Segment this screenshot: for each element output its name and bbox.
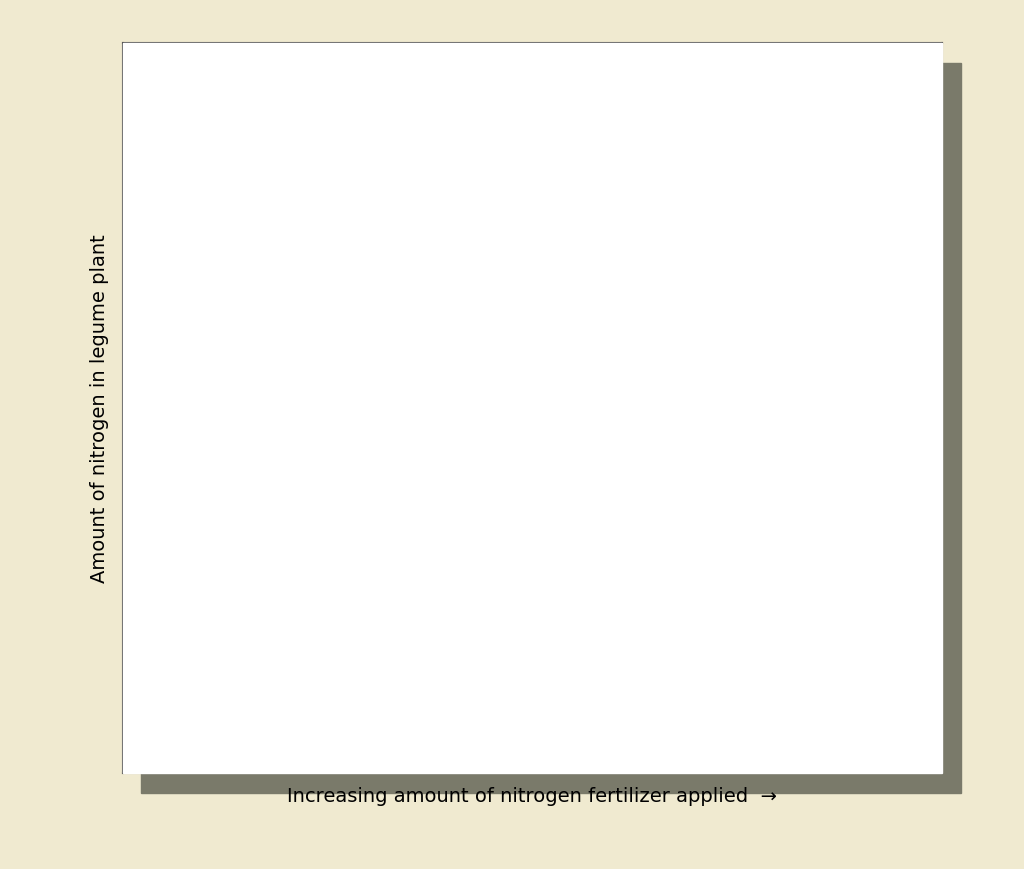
Y-axis label: Amount of nitrogen in legume plant: Amount of nitrogen in legume plant <box>90 234 109 583</box>
Text: Nitrogen from
added fertilizer: Nitrogen from added fertilizer <box>657 591 817 634</box>
Text: Nitrogen from soil organic matter: Nitrogen from soil organic matter <box>441 274 706 399</box>
X-axis label: Increasing amount of nitrogen fertilizer applied  →: Increasing amount of nitrogen fertilizer… <box>288 787 777 806</box>
Text: Nitrogen fixed by
module bacteria: Nitrogen fixed by module bacteria <box>262 372 442 415</box>
Text: Total nitrogen in
the plants: Total nitrogen in the plants <box>239 69 488 108</box>
